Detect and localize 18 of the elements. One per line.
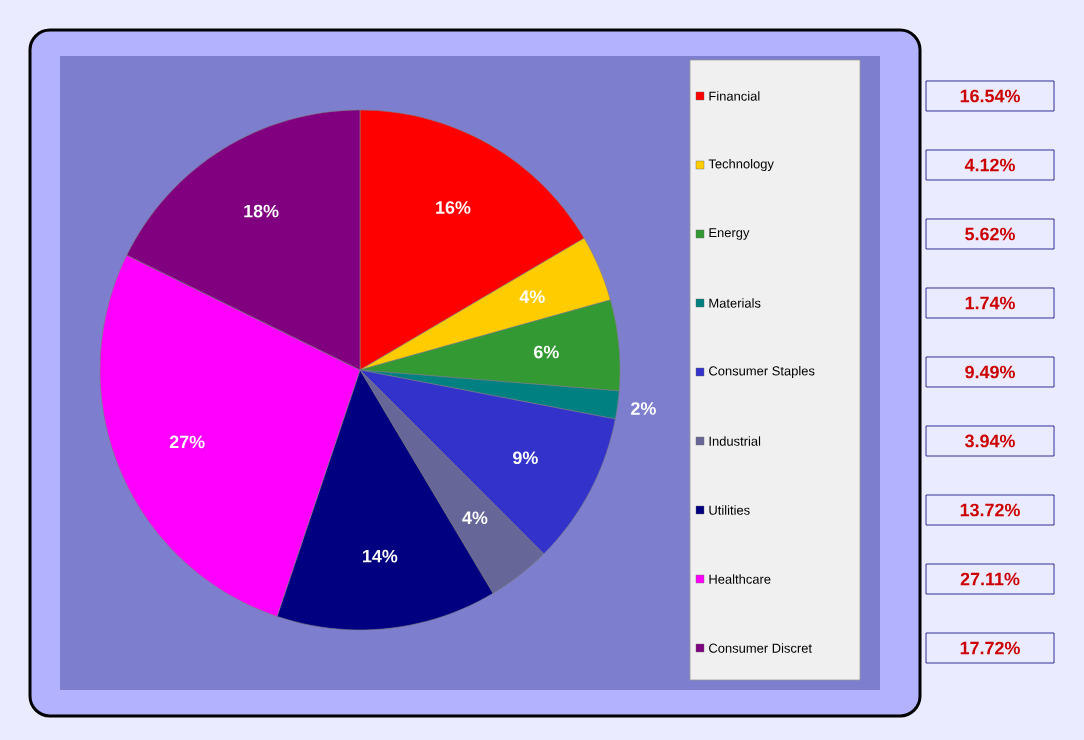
- data-label: 5.62%: [965, 227, 1015, 241]
- text: 4%: [519, 290, 545, 304]
- data-label: 9.49%: [965, 365, 1015, 379]
- text: 2%: [631, 402, 656, 415]
- data-label: 13.72%: [960, 503, 1020, 517]
- text: 16%: [436, 201, 471, 214]
- text: 14%: [363, 549, 398, 563]
- text: 9%: [513, 451, 538, 465]
- text: 4%: [462, 511, 488, 525]
- text: 18%: [244, 204, 279, 218]
- data-label: 1.74%: [965, 296, 1015, 310]
- data-label: 27.11%: [960, 572, 1020, 586]
- text: 27%: [169, 435, 205, 449]
- data-label: 17.72%: [960, 641, 1020, 655]
- data-label: 16.54%: [960, 89, 1020, 103]
- text: 6%: [534, 345, 559, 359]
- data-label: 4.12%: [964, 158, 1015, 172]
- data-label: 3.94%: [964, 434, 1015, 448]
